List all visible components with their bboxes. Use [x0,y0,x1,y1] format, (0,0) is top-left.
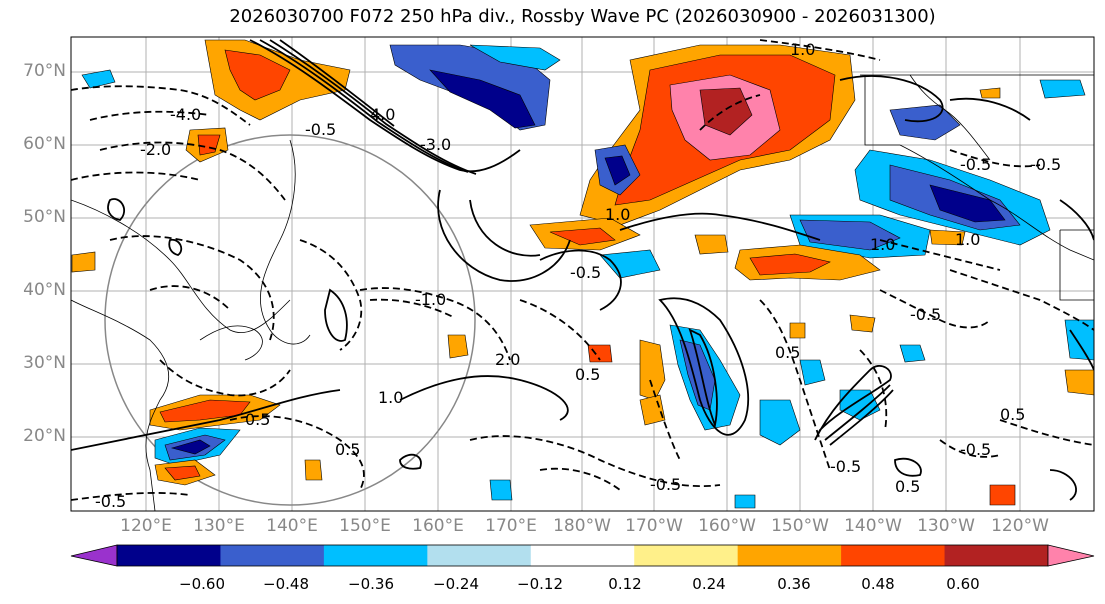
lon-label: 150°W [771,516,829,536]
contour-label: 0.5 [245,410,270,429]
colorbar [70,544,1095,567]
map-title: 2026030700 F072 250 hPa div., Rossby Wav… [229,6,936,27]
contour-label: -0.5 [305,120,336,139]
contour-label: -0.5 [570,263,601,282]
colorbar-cell [117,545,221,566]
lon-label: 160°E [412,516,464,536]
contour-label: -0.5 [650,475,681,494]
contour-labels: -4.0 -2.0 4.0 -3.0 -0.5 -1.0 2.0 1.0 0.5… [95,40,1061,511]
contour-label: 2.0 [495,350,520,369]
contour-label: -0.5 [910,305,941,324]
colorbar-cell [944,545,1049,566]
contour-label: 0.5 [335,440,360,459]
reference-circle [104,134,476,506]
colorbar-cell [530,545,635,566]
lon-label: 120°W [991,516,1049,536]
contour-label: 0.5 [775,343,800,362]
colorbar-tick: 0.12 [608,575,642,593]
contour-label: -0.5 [1030,155,1061,174]
colorbar-tick: 0.48 [861,575,895,593]
lon-label: 130°E [193,516,245,536]
lat-label-70n: 70°N [23,61,66,81]
contour-label: -0.5 [95,492,126,511]
lon-label: 140°E [266,516,318,536]
contour-label: 1.0 [955,230,980,249]
contour-label: -2.0 [140,140,171,159]
contour-label: 0.5 [895,477,920,496]
colorbar-tick: 0.36 [777,575,811,593]
lat-label-20n: 20°N [23,426,66,446]
colorbar-tick: −0.36 [348,575,394,593]
contour-label: -0.5 [960,155,991,174]
map-frame [70,36,1095,512]
lon-label: 170°E [485,516,537,536]
colorbar-extend-low [70,544,118,567]
divergence-shading [71,39,1094,509]
colorbar-cell [841,545,946,566]
contour-label: -4.0 [170,105,201,124]
lon-label: 140°W [844,516,902,536]
contour-label: 0.5 [1000,405,1025,424]
lat-label-50n: 50°N [23,207,66,227]
lon-label: 170°W [625,516,683,536]
colorbar-extend-high [1047,544,1095,567]
lon-label: 120°E [120,516,172,536]
colorbar-tick: −0.12 [517,575,563,593]
lon-label: 150°E [339,516,391,536]
lat-label-30n: 30°N [23,353,66,373]
contour-label: -3.0 [420,135,451,154]
contours-positive [71,39,1094,501]
contour-label: 4.0 [370,105,395,124]
colorbar-cell [220,545,325,566]
colorbar-tick: −0.48 [263,575,309,593]
colorbar-cell [634,545,739,566]
colorbar-tick: −0.24 [433,575,479,593]
lon-label: 130°W [917,516,975,536]
coastlines [71,74,1094,511]
contours-negative [71,39,1094,501]
lon-label: 160°W [698,516,756,536]
contour-label: -0.5 [830,457,861,476]
colorbar-tick: 0.24 [692,575,726,593]
colorbar-cell [323,545,428,566]
contour-label: 1.0 [870,235,895,254]
lat-label-40n: 40°N [23,280,66,300]
contour-label: 1.0 [378,388,403,407]
lat-label-60n: 60°N [23,134,66,154]
colorbar-cell [737,545,842,566]
contour-label: 1.0 [605,205,630,224]
colorbar-tick: 0.60 [946,575,980,593]
colorbar-tick: −0.60 [179,575,225,593]
contour-label: -1.0 [415,290,446,309]
contour-label: 1.0 [790,40,815,59]
contour-label: -0.5 [960,440,991,459]
colorbar-cell [427,545,532,566]
contour-label: 0.5 [575,365,600,384]
lon-label: 180°W [553,516,611,536]
